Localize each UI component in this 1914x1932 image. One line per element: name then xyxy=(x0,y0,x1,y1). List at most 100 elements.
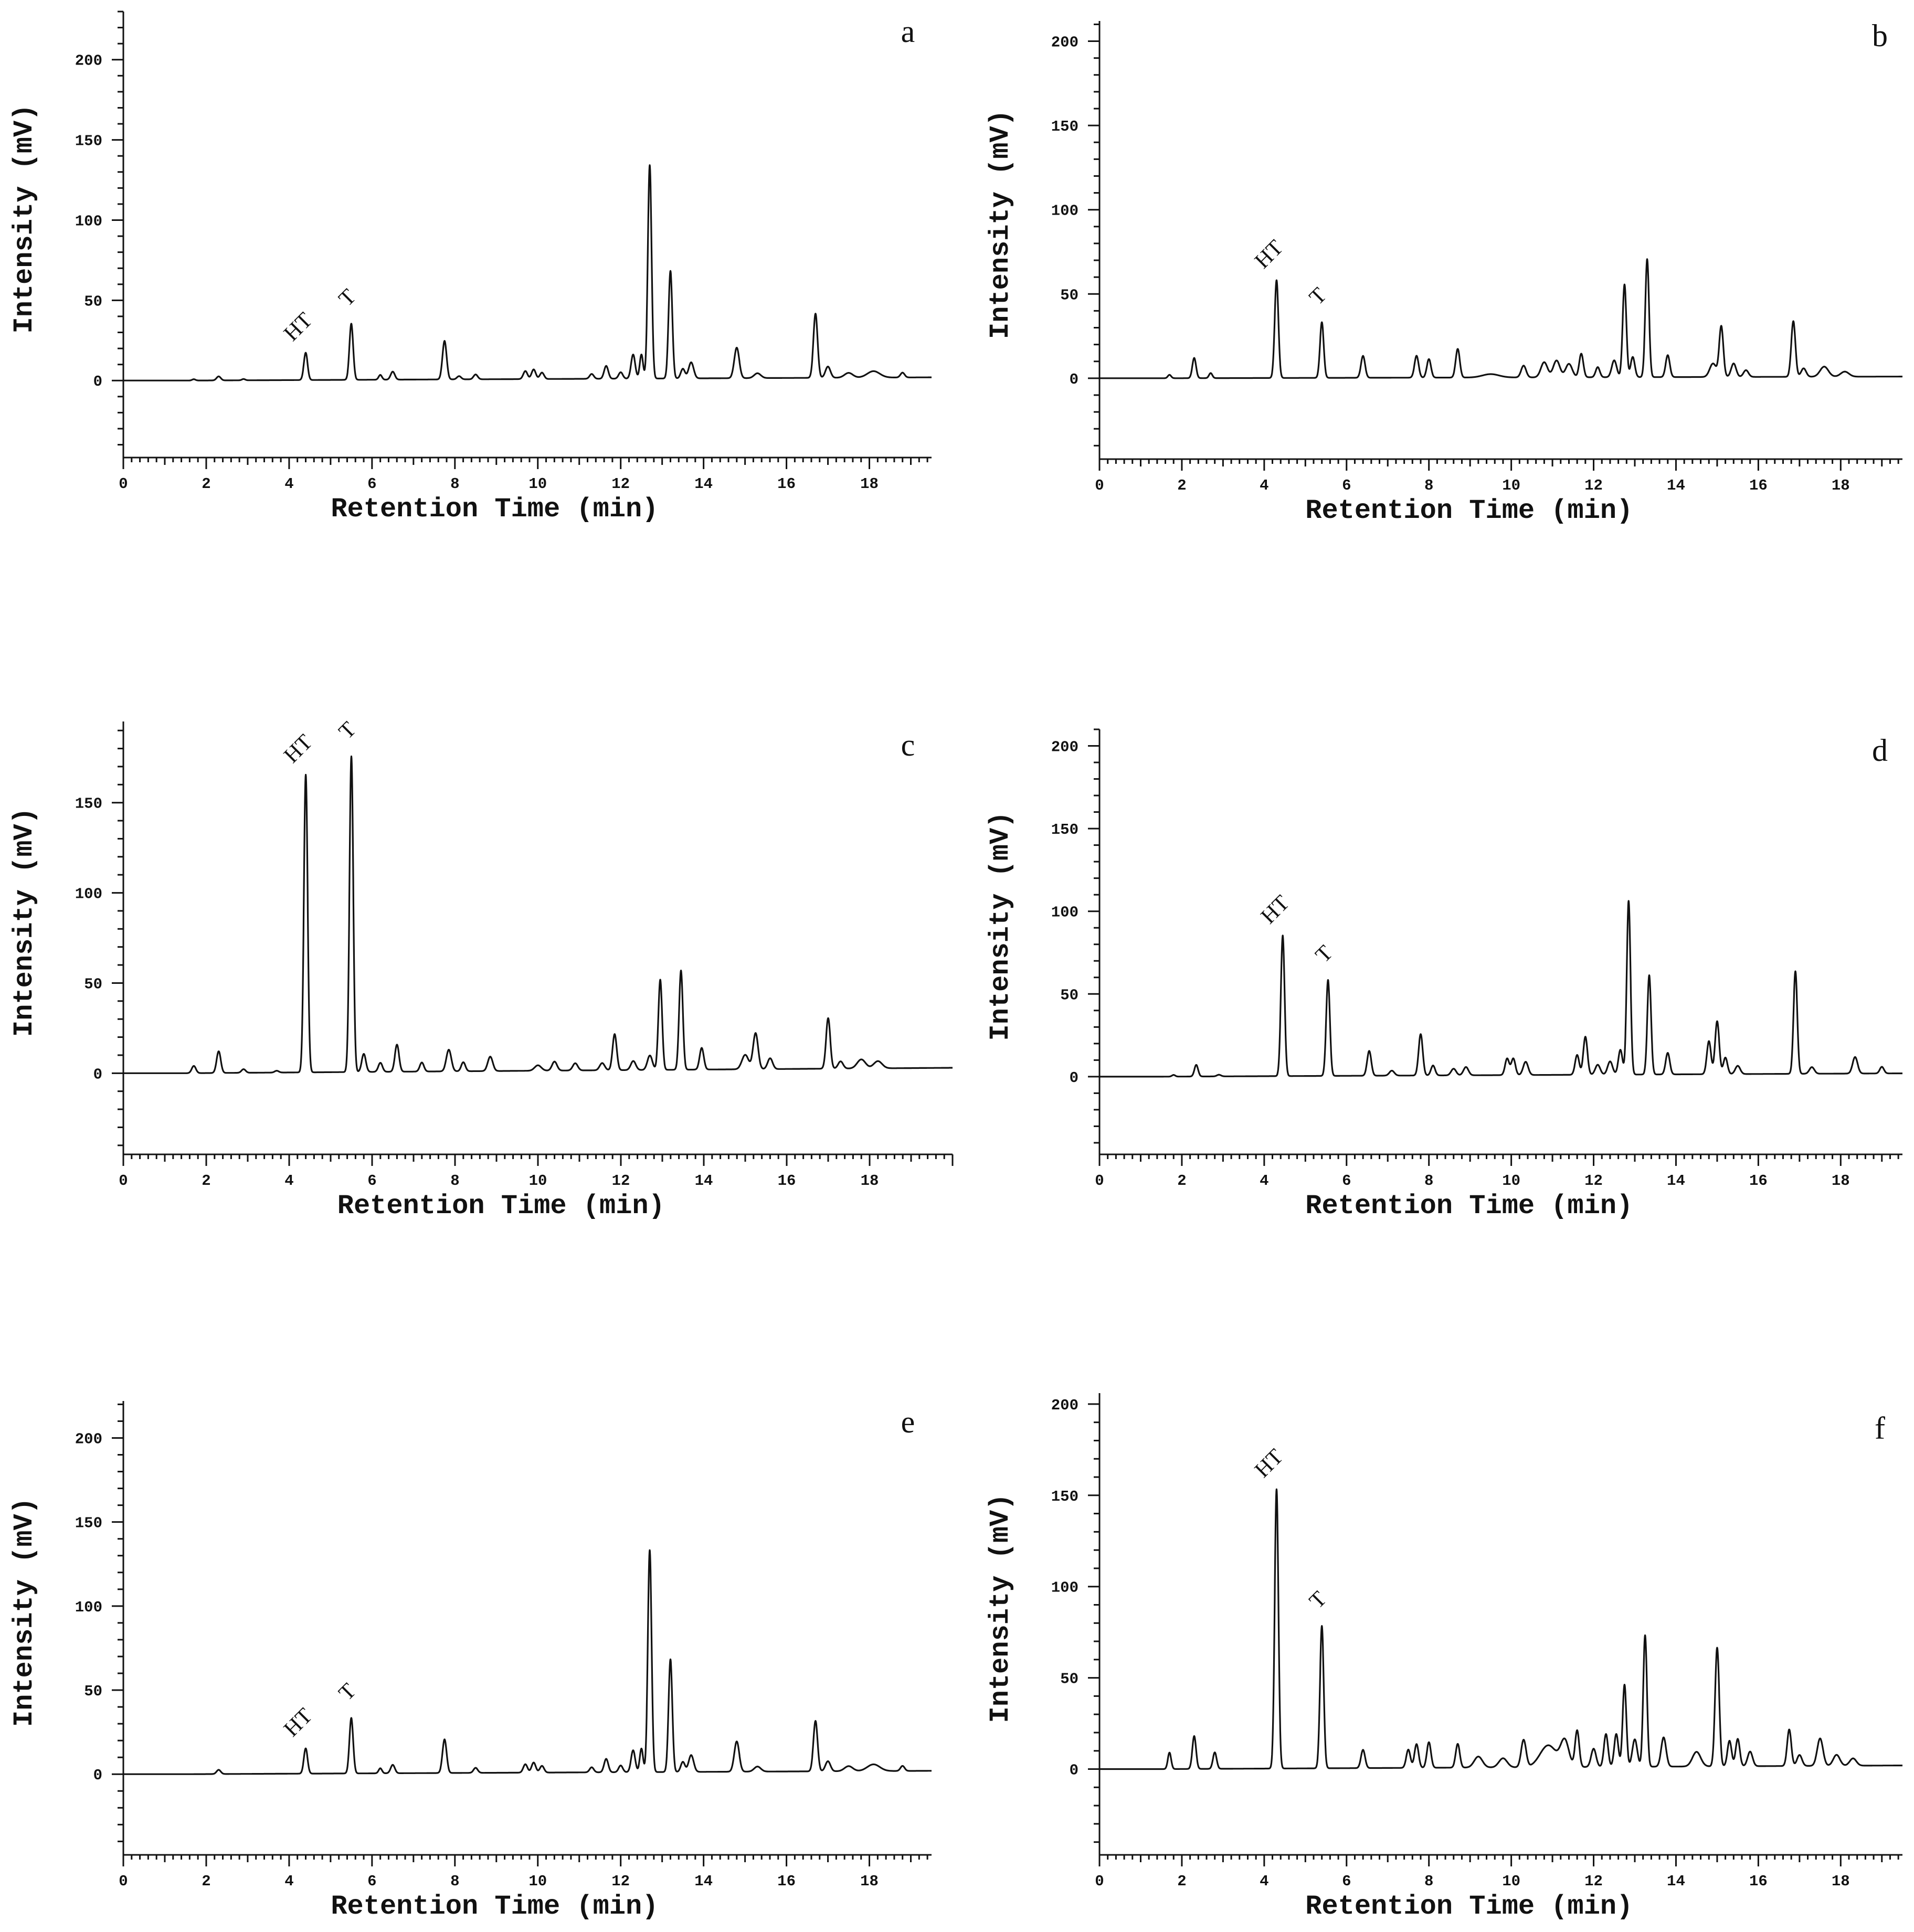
x-tick-label: 4 xyxy=(1260,1172,1268,1190)
x-tick-label: 14 xyxy=(1667,477,1685,494)
peak-apex xyxy=(574,1062,576,1064)
peak-apex xyxy=(1720,325,1722,327)
peak-apex xyxy=(218,375,220,377)
peak-apex xyxy=(649,1055,651,1057)
x-tick-label: 4 xyxy=(1260,1873,1268,1890)
peak-apex xyxy=(815,1720,817,1722)
x-tick-label: 16 xyxy=(777,1873,796,1890)
peak-apex xyxy=(218,1050,220,1053)
x-tick-label: 12 xyxy=(1584,1172,1603,1190)
peak-apex xyxy=(1362,355,1364,357)
y-tick-label: 200 xyxy=(1051,34,1078,51)
peak-apex xyxy=(682,1761,684,1763)
y-tick-label: 150 xyxy=(1051,821,1078,838)
y-axis-title: Intensity (mV) xyxy=(985,110,1016,339)
peak-apex xyxy=(590,373,593,375)
peak-apex xyxy=(1596,1064,1599,1066)
peak-apex xyxy=(1623,1684,1625,1686)
y-tick-label: 150 xyxy=(75,133,102,150)
peak-apex xyxy=(218,1769,220,1771)
peak-apex xyxy=(458,375,460,377)
peak-apex xyxy=(524,1763,526,1765)
peak-apex xyxy=(1584,1036,1587,1038)
peak-apex xyxy=(1725,1057,1727,1059)
chromatogram-trace xyxy=(1098,1488,1904,1770)
peak-apex xyxy=(1605,1733,1607,1735)
peak-apex xyxy=(351,756,352,758)
x-tick-label: 0 xyxy=(119,1873,128,1890)
panel-letter: b xyxy=(1872,18,1888,53)
chromatogram-panel-e: 0 2 4 6 8 10 12 14 16 18 0 50 100 150 200 Retention Tim… xyxy=(9,1401,933,1922)
peak-apex xyxy=(1613,359,1615,362)
x-axis-title: Retention Time (min) xyxy=(337,1191,665,1222)
peak-apex xyxy=(848,372,850,374)
peak-apex xyxy=(1646,258,1648,260)
x-tick-label: 14 xyxy=(695,1172,713,1190)
peak-apex xyxy=(1506,1057,1508,1059)
peak-apex xyxy=(669,1658,671,1660)
x-tick-label: 8 xyxy=(1424,1873,1433,1890)
peak-apex xyxy=(1428,1741,1430,1743)
chromatogram-panel-d: 0 2 4 6 8 10 12 14 16 18 0 50 100 150 200 Retention Tim… xyxy=(985,728,1904,1222)
peak-apex xyxy=(1172,1074,1175,1076)
peak-apex xyxy=(1667,1052,1669,1054)
chromatogram-panel-f: 0 2 4 6 8 10 12 14 16 18 0 50 100 150 200 Retention Tim… xyxy=(985,1393,1904,1922)
peak-apex xyxy=(363,1053,365,1055)
peak-apex xyxy=(1453,1068,1455,1070)
peak-apex xyxy=(1634,1738,1636,1740)
peak-apex xyxy=(1732,363,1735,365)
y-tick-label: 100 xyxy=(1051,1579,1078,1597)
peak-apex xyxy=(1580,353,1582,355)
peak-apex xyxy=(1712,363,1714,365)
y-tick-label: 150 xyxy=(75,1515,102,1532)
x-tick-label: 2 xyxy=(1177,1873,1186,1890)
y-tick-label: 50 xyxy=(1060,986,1078,1004)
peak-apex xyxy=(533,1761,535,1764)
peak-apex xyxy=(744,1054,746,1056)
x-tick-label: 10 xyxy=(529,1172,547,1190)
x-axis-title: Retention Time (min) xyxy=(1305,1891,1633,1922)
peak-apex xyxy=(379,1062,382,1064)
peak-apex xyxy=(1210,372,1212,374)
x-tick-label: 6 xyxy=(1342,1873,1351,1890)
panel-letter: e xyxy=(901,1405,915,1439)
peak-apex xyxy=(1593,1748,1595,1750)
peak-apex xyxy=(392,1764,394,1766)
peak-apex xyxy=(541,371,543,374)
peak-apex xyxy=(350,323,352,325)
y-tick-label: 0 xyxy=(1070,1762,1078,1779)
y-tick-label: 150 xyxy=(1051,1488,1078,1505)
x-tick-label: 12 xyxy=(612,1172,630,1190)
peak-apex xyxy=(1708,1040,1710,1042)
chromatogram-panel-b: 0 2 4 6 8 10 12 14 16 18 0 50 100 150 200 Retention Tim… xyxy=(985,18,1904,526)
x-tick-label: 2 xyxy=(202,1873,210,1890)
peak-apex xyxy=(860,1058,862,1060)
peak-apex xyxy=(1282,935,1284,937)
x-tick-label: 2 xyxy=(202,1172,210,1190)
peak-apex xyxy=(1407,1748,1409,1750)
peak-apex xyxy=(1852,1757,1854,1759)
peak-apex xyxy=(1168,374,1170,376)
peak-apex xyxy=(305,774,307,776)
y-axis-title: Intensity (mV) xyxy=(9,808,40,1037)
peak-apex xyxy=(1214,1751,1216,1754)
peak-apex xyxy=(1525,1061,1527,1063)
x-tick-label: 6 xyxy=(1342,477,1351,494)
x-tick-label: 0 xyxy=(119,475,128,493)
peak-apex xyxy=(1457,348,1459,350)
peak-apex xyxy=(350,1717,352,1719)
x-tick-label: 4 xyxy=(284,1873,293,1890)
peak-apex xyxy=(827,366,829,368)
peak-apex xyxy=(392,370,394,373)
x-tick-label: 18 xyxy=(1832,477,1850,494)
peak-apex xyxy=(1321,1625,1323,1627)
peak-apex xyxy=(1737,1738,1739,1740)
peak-apex xyxy=(443,340,446,342)
peak-apex xyxy=(443,1738,446,1740)
peak-apex xyxy=(1794,970,1796,972)
peak-apex xyxy=(614,1033,616,1035)
peak-apex xyxy=(1193,357,1195,359)
peak-apex xyxy=(815,313,817,315)
peak-apex xyxy=(1644,1634,1646,1637)
